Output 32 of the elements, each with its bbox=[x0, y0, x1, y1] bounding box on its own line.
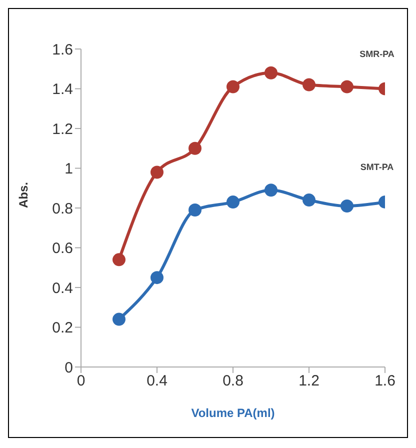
point bbox=[226, 80, 240, 94]
y-tick-label: 1.2 bbox=[52, 120, 73, 138]
x-tick-label: 1.6 bbox=[374, 372, 396, 390]
y-axis-title: Abs. bbox=[16, 182, 30, 208]
y-tick-label: 1 bbox=[64, 160, 73, 178]
point bbox=[302, 78, 316, 92]
point bbox=[226, 196, 240, 209]
y-tick-label: 1.6 bbox=[52, 41, 73, 58]
point bbox=[302, 194, 316, 207]
point bbox=[264, 66, 278, 80]
point bbox=[150, 166, 164, 179]
y-tick-label: 0.8 bbox=[52, 200, 73, 218]
point bbox=[188, 142, 202, 155]
point bbox=[264, 184, 278, 197]
y-tick-label: 0.6 bbox=[52, 240, 73, 258]
text: SMR-PA bbox=[360, 48, 395, 59]
x-tick-label: 1.2 bbox=[298, 372, 320, 390]
y-tick-label: 1.4 bbox=[52, 81, 73, 98]
point bbox=[340, 200, 354, 213]
x-tick-label: 0.8 bbox=[222, 372, 244, 390]
text: SMT-PA bbox=[360, 162, 394, 172]
x-tick-label: 0 bbox=[76, 372, 86, 390]
point bbox=[112, 312, 126, 326]
point bbox=[150, 271, 164, 284]
x-tick-label: 0.4 bbox=[146, 372, 168, 390]
x-axis-title: Volume PA(ml) bbox=[191, 406, 275, 420]
y-tick-label: 0.2 bbox=[52, 320, 73, 337]
point bbox=[188, 203, 202, 216]
point bbox=[340, 80, 354, 94]
y-tick-label: 0 bbox=[64, 359, 73, 376]
point bbox=[112, 253, 126, 266]
y-tick-label: 0.4 bbox=[52, 280, 73, 297]
